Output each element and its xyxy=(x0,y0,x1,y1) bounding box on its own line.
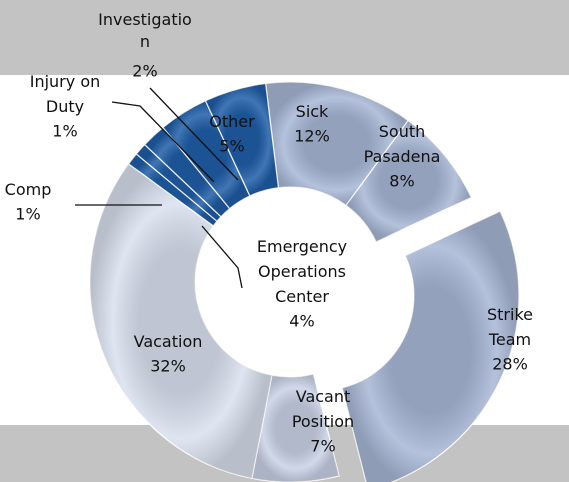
leader-lines xyxy=(75,87,243,289)
value-label: 32% xyxy=(150,357,186,376)
slice-label: Injury on Duty xyxy=(30,72,101,116)
slice-label: Emergency Operations Center xyxy=(257,237,347,306)
slice-label: Strike Team xyxy=(487,305,533,349)
slice-label: Sick xyxy=(296,102,329,121)
slice-label: Comp xyxy=(5,180,52,199)
value-label: 1% xyxy=(52,122,77,141)
slice-label: Vacation xyxy=(134,332,203,351)
value-label: 7% xyxy=(310,437,335,456)
value-label: 8% xyxy=(389,172,414,191)
value-label: 2% xyxy=(132,62,157,81)
slice-label: Other xyxy=(209,112,255,131)
value-label: 5% xyxy=(219,137,244,156)
top-band xyxy=(0,0,569,75)
slice-label: Investigatio n xyxy=(98,10,192,51)
slice-label: Vacant Position xyxy=(292,387,354,431)
value-label: 28% xyxy=(492,355,528,374)
value-label: 12% xyxy=(294,127,330,146)
value-label: 1% xyxy=(15,205,40,224)
slice-label: South Pasadena xyxy=(364,122,441,166)
value-label: 4% xyxy=(289,312,314,331)
